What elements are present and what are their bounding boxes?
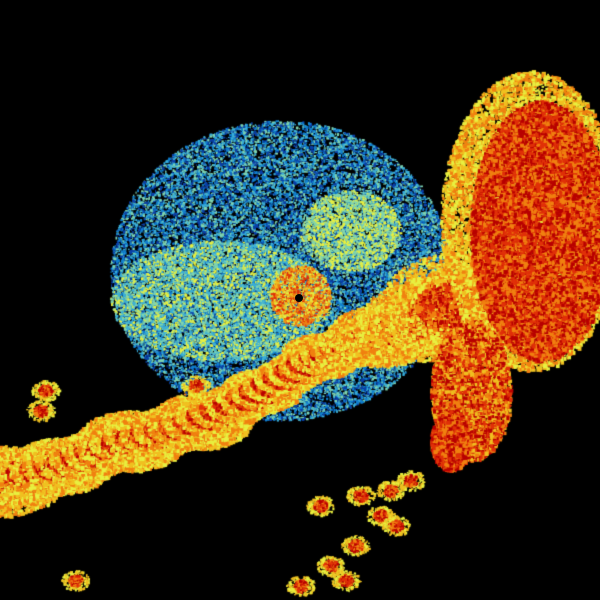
radar-center-marker — [295, 294, 303, 302]
